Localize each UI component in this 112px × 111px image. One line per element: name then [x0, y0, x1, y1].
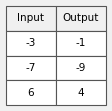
- Bar: [6, 80, 56, 105]
- Text: -1: -1: [76, 38, 86, 48]
- Bar: [56, 6, 106, 31]
- Bar: [6, 31, 56, 56]
- Bar: [56, 31, 106, 56]
- Text: Input: Input: [17, 13, 44, 23]
- Text: -7: -7: [26, 63, 36, 73]
- Bar: [6, 56, 56, 80]
- Bar: [56, 80, 106, 105]
- Text: -9: -9: [76, 63, 86, 73]
- Text: 6: 6: [28, 88, 34, 98]
- Text: -3: -3: [26, 38, 36, 48]
- Bar: [56, 56, 106, 80]
- Text: Output: Output: [63, 13, 99, 23]
- Bar: [6, 6, 56, 31]
- Text: 4: 4: [78, 88, 84, 98]
